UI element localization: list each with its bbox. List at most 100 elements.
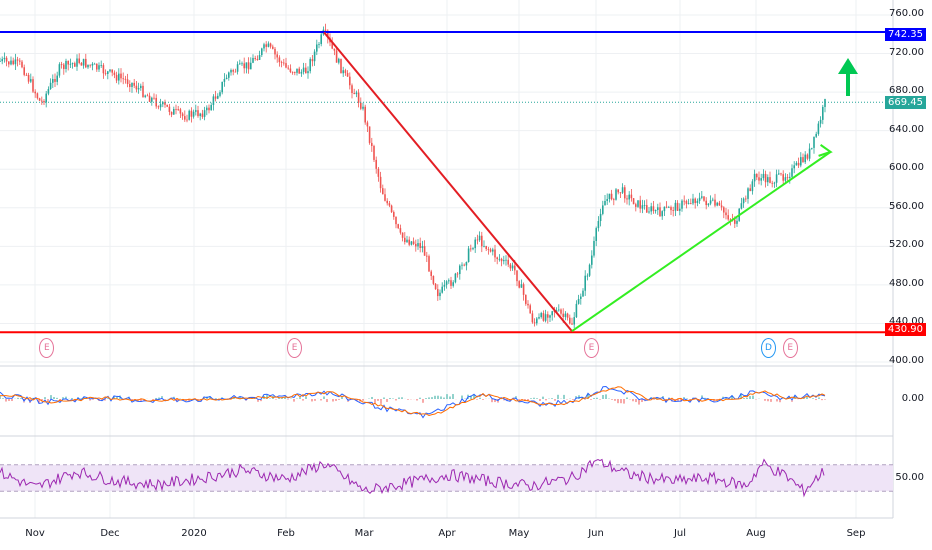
earnings-marker[interactable]: E (39, 338, 55, 358)
macd-histogram-bar (581, 397, 583, 399)
candle-body (782, 174, 784, 181)
candle-body (641, 205, 644, 209)
macd-histogram-bar (515, 396, 517, 399)
candle-body (219, 92, 221, 96)
candle-body (562, 313, 564, 317)
candle-body (133, 82, 135, 86)
candle-body (272, 46, 274, 49)
candle-body (652, 206, 655, 212)
candle-body (727, 215, 729, 220)
candle-body (25, 74, 28, 76)
candle-body (278, 57, 281, 63)
macd-histogram-bar (341, 396, 343, 399)
candle-body (313, 51, 316, 62)
candle-body (762, 173, 765, 179)
macd-histogram-bar (92, 399, 94, 400)
candle-body (3, 57, 6, 60)
macd-histogram-bar (593, 397, 595, 399)
candle-body (767, 177, 769, 183)
macd-histogram-bar (80, 398, 82, 399)
candle-body (734, 219, 736, 224)
candle-body (360, 102, 362, 109)
macd-histogram-bar (566, 399, 568, 400)
macd-histogram-bar (803, 397, 805, 399)
candle-body (351, 85, 353, 94)
earnings-marker[interactable]: E (782, 338, 798, 358)
macd-histogram-bar (812, 398, 814, 399)
candle-body (602, 205, 604, 214)
candle-body (496, 257, 498, 260)
candle-body (494, 249, 496, 258)
candle-body (256, 58, 259, 60)
time-axis-tick: Sep (846, 528, 866, 539)
macd-histogram-bar (821, 399, 823, 401)
candle-body (252, 57, 254, 63)
candle-body (485, 245, 487, 249)
candle-body (412, 241, 415, 244)
earnings-marker[interactable]: E (287, 338, 303, 358)
candle-body (635, 204, 637, 207)
candle-body (52, 79, 54, 83)
macd-histogram-bar (383, 397, 385, 399)
macd-histogram-bar (164, 399, 166, 400)
candle-body (780, 173, 782, 175)
macd-histogram-bar (104, 399, 106, 401)
candle-body (93, 63, 96, 65)
candle-body (357, 92, 360, 103)
macd-histogram-bar (620, 399, 622, 404)
macd-axis-label: 0.00 (901, 393, 924, 404)
time-axis-tick: Jun (588, 528, 604, 539)
macd-histogram-bar (71, 397, 73, 399)
macd-histogram-bar (386, 399, 388, 402)
macd-histogram-bar (20, 398, 22, 399)
candle-body (564, 313, 567, 317)
macd-histogram-bar (2, 398, 4, 399)
macd-histogram-bar (269, 398, 271, 399)
candle-body (822, 106, 824, 120)
macd-histogram-bar (374, 399, 376, 404)
macd-histogram-bar (776, 399, 778, 402)
candle-body (637, 200, 639, 207)
candle-body (236, 64, 239, 72)
candle-body (377, 168, 380, 177)
candle-body (549, 315, 551, 318)
macd-histogram-bar (437, 395, 439, 399)
macd-histogram-bar (11, 399, 13, 402)
macd-histogram-bar (398, 397, 400, 399)
macd-histogram-bar (632, 399, 634, 402)
earnings-marker[interactable]: E (583, 338, 599, 358)
macd-histogram-bar (161, 396, 163, 399)
candle-body (327, 30, 329, 38)
candle-body (291, 71, 294, 73)
dividend-marker[interactable]: D (760, 338, 776, 358)
candle-body (474, 239, 476, 249)
candle-body (162, 102, 164, 105)
candle-body (353, 93, 355, 95)
macd-histogram-bar (623, 399, 625, 404)
macd-histogram-bar (518, 399, 520, 400)
candle-body (802, 157, 804, 163)
candle-body (408, 239, 410, 245)
resistance-price-tag: 742.35 (885, 28, 926, 41)
candle-body (538, 317, 540, 319)
macd-histogram-bar (278, 397, 280, 399)
candle-body (239, 63, 241, 65)
candle-body (448, 280, 450, 282)
candle-body (769, 177, 771, 183)
candle-body (118, 73, 120, 81)
candle-body (23, 67, 25, 75)
candle-body (709, 200, 712, 204)
macd-histogram-bar (407, 399, 409, 400)
candle-body (98, 65, 100, 70)
candle-body (85, 58, 87, 68)
macd-histogram-bar (587, 393, 589, 399)
candle-body (388, 203, 391, 206)
macd-histogram-bar (584, 399, 586, 400)
candle-body (591, 255, 593, 265)
candle-body (800, 157, 802, 166)
candle-body (489, 249, 492, 252)
time-axis-tick: Feb (277, 528, 295, 539)
candle-body (676, 202, 679, 211)
candle-body (223, 79, 226, 82)
